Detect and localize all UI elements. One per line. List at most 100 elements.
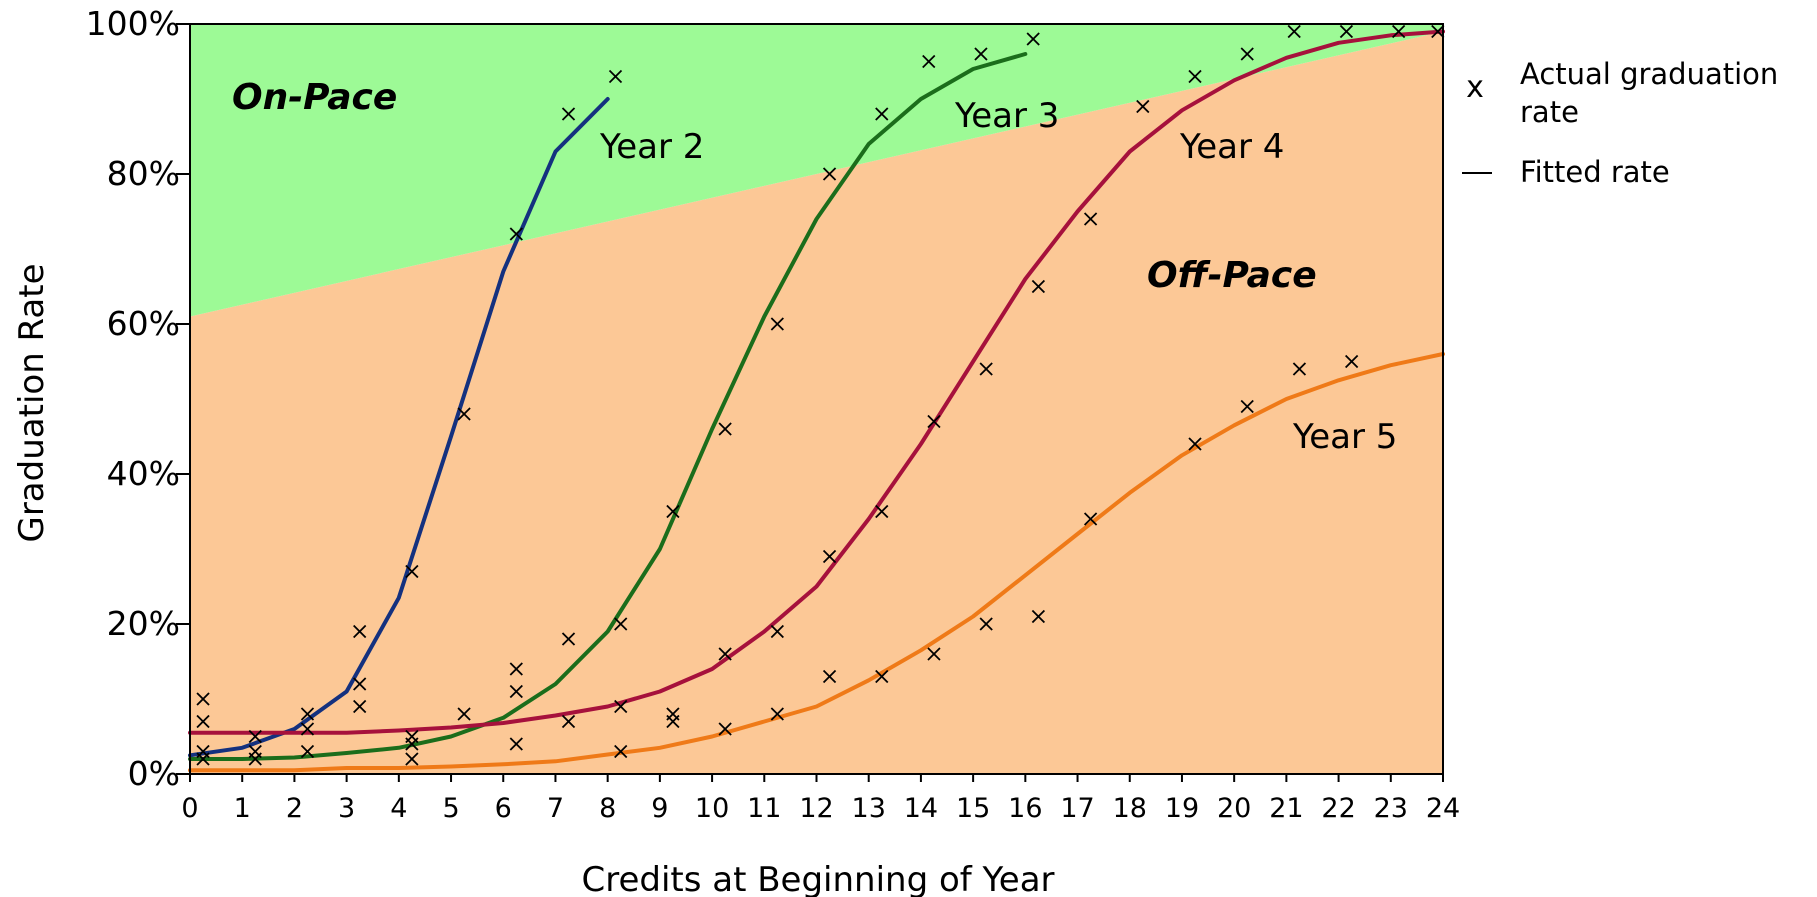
x-tick-label: 1	[234, 793, 251, 824]
off-pace-region	[190, 31, 1443, 774]
actual-point-year-5	[1292, 362, 1307, 376]
y-tick-label: 80%	[107, 154, 180, 193]
actual-point-year-4	[822, 549, 837, 564]
x-tick-label: 12	[799, 793, 833, 824]
x-tick-label: 18	[1113, 793, 1147, 824]
actual-point-year-3	[509, 684, 523, 699]
actual-point-year-3	[509, 737, 523, 751]
x-tick-label: 5	[442, 793, 459, 824]
x-tick-label: 20	[1217, 793, 1251, 824]
actual-point-year-4	[1391, 24, 1406, 39]
actual-point-year-3	[509, 662, 523, 676]
x-tick-label: 11	[747, 793, 781, 824]
actual-point-year-3	[822, 167, 837, 181]
actual-point-year-4	[614, 699, 628, 714]
legend: x Actual graduation rate Fitted rate	[1462, 57, 1778, 189]
y-tick-label: 40%	[107, 454, 180, 493]
actual-point-year-3	[666, 714, 680, 729]
actual-point-year-2	[608, 69, 623, 84]
actual-point-year-2	[196, 692, 210, 706]
actual-points	[196, 24, 1445, 766]
legend-item-fitted: Fitted rate	[1520, 155, 1670, 189]
curve-label-year-3: Year 3	[954, 96, 1059, 136]
actual-point-year-5	[1031, 609, 1046, 624]
x-axis-title: Credits at Beginning of Year	[581, 860, 1054, 897]
actual-point-year-3	[875, 107, 889, 121]
legend-x-marker-icon: x	[1466, 70, 1484, 105]
actual-point-year-5	[979, 617, 993, 631]
actual-point-year-4	[1240, 47, 1254, 61]
actual-point-year-5	[718, 722, 732, 736]
x-tick-label: 2	[286, 793, 303, 824]
x-tick-label: 8	[599, 793, 616, 824]
actual-point-year-2	[248, 729, 262, 744]
y-tick-label: 0%	[128, 754, 180, 793]
actual-point-year-4	[979, 362, 993, 376]
actual-point-year-4	[1136, 99, 1150, 114]
x-tick-label: 22	[1321, 793, 1355, 824]
actual-point-year-2	[457, 407, 471, 421]
actual-point-year-5	[1083, 512, 1098, 526]
on-pace-region	[190, 24, 1443, 317]
curve-label-year-4: Year 4	[1179, 127, 1284, 167]
actual-point-year-4	[1339, 24, 1354, 39]
actual-point-year-3	[1026, 32, 1040, 46]
legend-item-actual-line1: Actual graduation	[1520, 57, 1778, 91]
actual-point-year-4	[770, 624, 784, 639]
actual-point-year-2	[196, 714, 210, 729]
legend-item-actual-line2: rate	[1520, 95, 1579, 129]
x-tick-label: 3	[338, 793, 355, 824]
actual-point-year-3	[457, 707, 471, 721]
x-axis: 0 1 2 3 4 5 6 7 8 9 10 11 12 13 14 15 16 17 18 19 20 21 22 23 24	[181, 774, 1460, 824]
actual-point-year-5	[614, 744, 628, 759]
x-tick-label: 16	[1008, 793, 1042, 824]
actual-point-year-4	[875, 504, 889, 519]
actual-point-year-2	[353, 699, 367, 714]
curve-label-year-5: Year 5	[1292, 417, 1397, 457]
actual-point-year-4	[1031, 279, 1046, 294]
actual-point-year-4	[1083, 212, 1098, 226]
x-tick-label: 14	[904, 793, 938, 824]
x-tick-label: 15	[956, 793, 990, 824]
y-axis-title: Graduation Rate	[12, 263, 52, 542]
actual-point-year-3	[666, 504, 680, 519]
actual-point-year-5	[1240, 399, 1254, 414]
actual-point-year-3	[718, 422, 732, 436]
actual-point-year-3	[974, 47, 988, 61]
actual-point-year-3	[922, 54, 936, 69]
actual-point-year-5	[927, 647, 941, 661]
x-tick-label: 24	[1426, 793, 1460, 824]
actual-point-year-2	[405, 737, 419, 751]
actual-point-year-5	[875, 669, 889, 684]
y-tick-label: 60%	[107, 304, 180, 343]
actual-point-year-4	[718, 647, 732, 661]
actual-point-year-5	[770, 707, 784, 721]
actual-point-year-3	[614, 617, 628, 631]
y-tick-label: 100%	[86, 4, 180, 43]
actual-point-year-2	[561, 107, 576, 121]
x-tick-label: 9	[651, 793, 668, 824]
actual-point-year-4	[927, 414, 941, 429]
x-tick-label: 0	[181, 793, 198, 824]
actual-point-year-3	[561, 714, 576, 729]
x-tick-label: 13	[852, 793, 886, 824]
x-tick-label: 4	[390, 793, 407, 824]
x-tick-label: 21	[1269, 793, 1303, 824]
y-axis: 0% 20% 40% 60% 80% 100%	[86, 4, 190, 793]
actual-point-year-2	[405, 752, 419, 766]
fitted-curves	[188, 29, 1445, 773]
actual-point-year-2	[509, 227, 523, 241]
actual-point-year-4	[1287, 24, 1301, 39]
actual-point-year-2	[405, 564, 419, 579]
actual-point-year-5	[822, 669, 837, 684]
actual-point-year-2	[300, 722, 315, 736]
actual-point-year-5	[1188, 437, 1202, 451]
curve-label-year-2: Year 2	[599, 127, 704, 167]
x-tick-label: 6	[495, 793, 512, 824]
fitted-line-year-4	[188, 29, 1445, 735]
pace-regions	[190, 24, 1443, 774]
fitted-line-year-3	[188, 52, 1028, 761]
x-tick-label: 23	[1374, 793, 1408, 824]
actual-point-year-3	[561, 632, 576, 646]
